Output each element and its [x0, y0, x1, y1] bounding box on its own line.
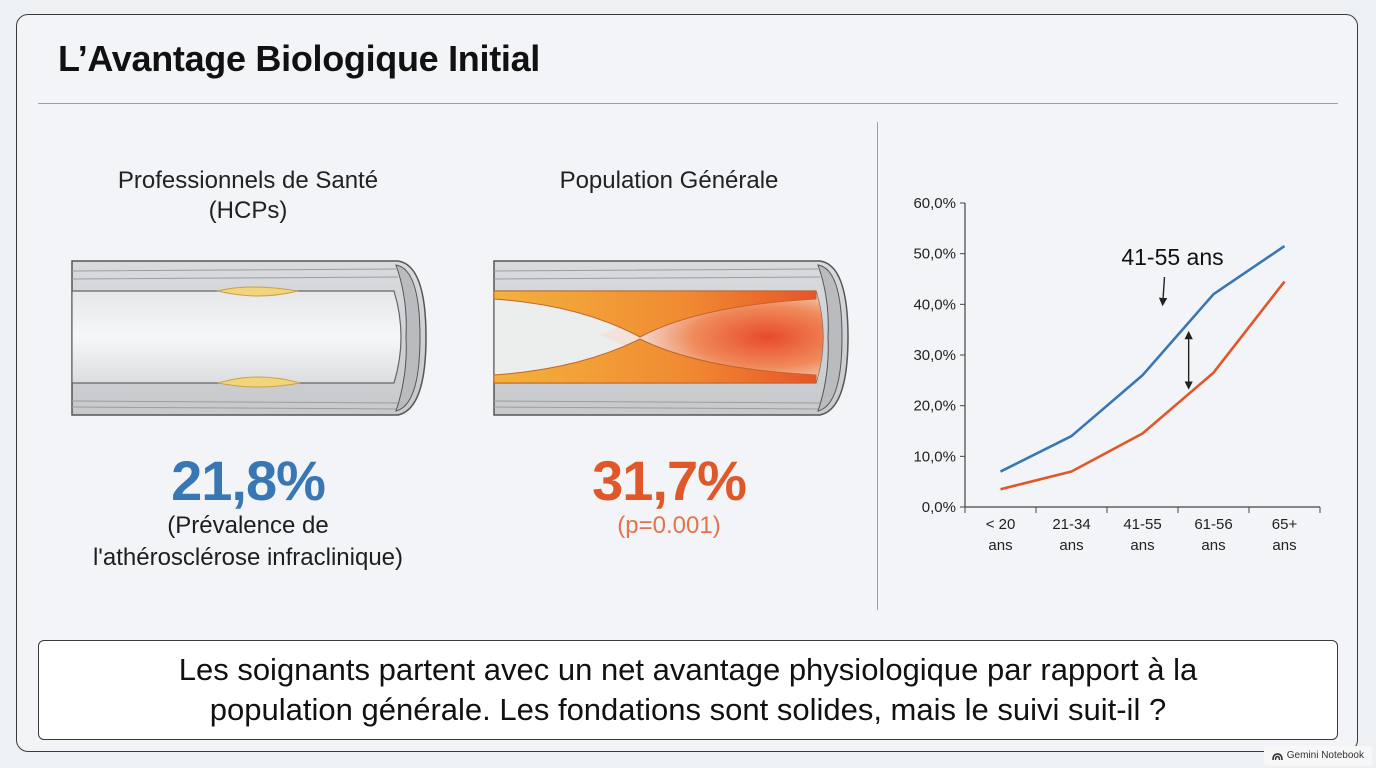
- page-title: L’Avantage Biologique Initial: [58, 38, 541, 79]
- x-tick-label: < 20 ans: [986, 516, 1016, 554]
- y-tick-label: 60,0%: [913, 195, 956, 212]
- x-tick-label: 65+ ans: [1272, 516, 1298, 554]
- y-axis: 0,0% 10,0% 20,0% 30,0% 40,0% 50,0% 60,0%: [913, 195, 966, 516]
- y-tick-label: 40,0%: [913, 296, 956, 313]
- prevalence-by-age-line-chart: 0,0% 10,0% 20,0% 30,0% 40,0% 50,0% 60,0% < 20 a…: [913, 195, 1321, 554]
- general-prevalence-value: 31,7%: [592, 449, 747, 512]
- x-axis: < 20 ans 21-34 ans 41-55 ans 61-56 ans 65+ ans: [964, 506, 1321, 554]
- annotation: 41-55 ans: [1121, 244, 1224, 390]
- y-tick-label: 30,0%: [913, 347, 956, 364]
- title-divider: [38, 103, 1338, 104]
- y-tick-label: 50,0%: [913, 246, 956, 263]
- hcp-caption-line1: (Prévalence de: [167, 512, 329, 539]
- y-tick-label: 0,0%: [922, 499, 956, 516]
- hcp-heading-line2: (HCPs): [208, 197, 288, 224]
- badge-text: Gemini Notebook: [1286, 750, 1364, 761]
- hcp-heading-line1: Professionnels de Santé: [117, 167, 379, 194]
- series-lines: [999, 244, 1286, 491]
- p-value-text: (p=0.001): [617, 512, 721, 539]
- x-tick-label: 21-34 ans: [1052, 516, 1090, 554]
- hcp-caption: (Prévalence de l'athérosclérose infracli…: [48, 510, 448, 574]
- conclusion-box: Les soignants partent avec un net avanta…: [38, 640, 1338, 740]
- hcp-caption-line2: l'athérosclérose infraclinique): [92, 544, 404, 571]
- conclusion-line1: Les soignants partent avec un net avanta…: [178, 652, 1198, 687]
- annotation-label: 41-55 ans: [1121, 244, 1223, 270]
- conclusion-line2: population générale. Les fondations sont…: [209, 692, 1167, 727]
- x-tick-label: 41-55 ans: [1123, 516, 1161, 554]
- gemini-sparkle-icon: [1271, 752, 1283, 760]
- healthy-artery-illustration: [71, 260, 427, 416]
- hcp-prevalence-value: 21,8%: [171, 449, 326, 512]
- x-tick-label: 61-56 ans: [1194, 516, 1232, 554]
- diseased-artery-illustration: [493, 260, 849, 416]
- series-line-1: [999, 244, 1286, 473]
- general-heading: Population Générale: [559, 167, 779, 194]
- annotation-pointer: [1158, 276, 1168, 307]
- y-tick-label: 20,0%: [913, 398, 956, 415]
- column-divider: [877, 122, 878, 610]
- series-line-2: [1000, 280, 1286, 491]
- gemini-notebook-badge: Gemini Notebook: [1263, 746, 1372, 766]
- hcp-heading: Professionnels de Santé (HCPs): [68, 166, 428, 226]
- y-tick-label: 10,0%: [913, 448, 956, 465]
